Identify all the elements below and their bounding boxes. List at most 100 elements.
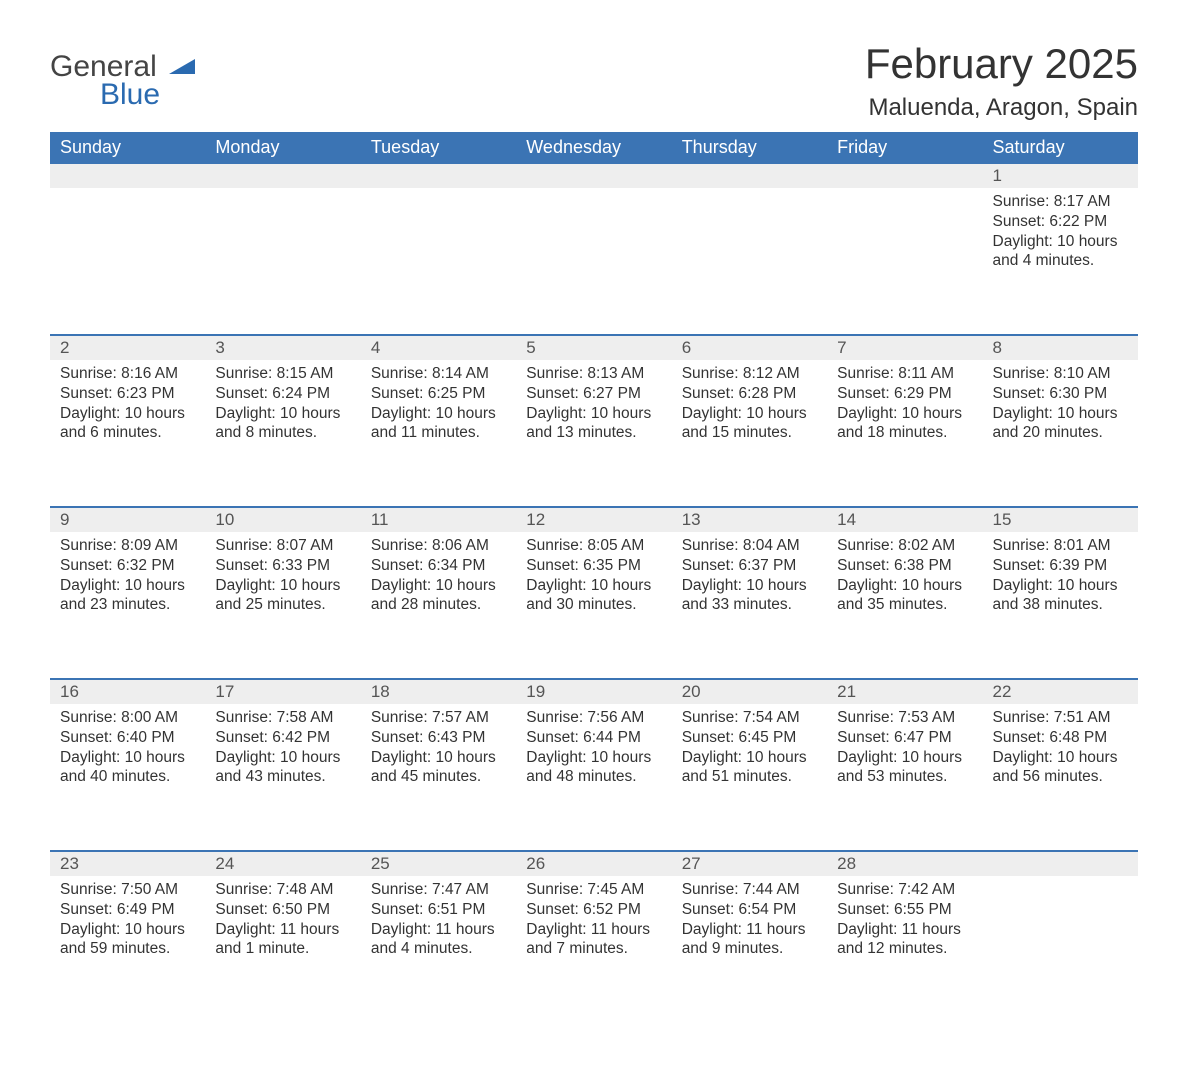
- day-content-cell: Sunrise: 7:54 AMSunset: 6:45 PMDaylight:…: [672, 704, 827, 851]
- day-number-cell: [50, 164, 205, 188]
- daylight-text: Daylight: 10 hours and 18 minutes.: [837, 404, 972, 444]
- day-number-cell: [983, 851, 1138, 876]
- sunset-text: Sunset: 6:30 PM: [993, 384, 1128, 404]
- day-content-cell: Sunrise: 7:51 AMSunset: 6:48 PMDaylight:…: [983, 704, 1138, 851]
- weekday-header-row: SundayMondayTuesdayWednesdayThursdayFrid…: [50, 132, 1138, 164]
- sunset-text: Sunset: 6:48 PM: [993, 728, 1128, 748]
- sunrise-text: Sunrise: 7:48 AM: [215, 880, 350, 900]
- sunrise-text: Sunrise: 8:01 AM: [993, 536, 1128, 556]
- day-number-cell: 12: [516, 507, 671, 532]
- day-number-cell: 3: [205, 335, 360, 360]
- day-number-cell: 28: [827, 851, 982, 876]
- sunset-text: Sunset: 6:27 PM: [526, 384, 661, 404]
- day-number-cell: 16: [50, 679, 205, 704]
- logo: General Blue: [50, 50, 199, 112]
- day-number-cell: 7: [827, 335, 982, 360]
- sunset-text: Sunset: 6:42 PM: [215, 728, 350, 748]
- day-content-cell: Sunrise: 8:05 AMSunset: 6:35 PMDaylight:…: [516, 532, 671, 679]
- daylight-text: Daylight: 10 hours and 15 minutes.: [682, 404, 817, 444]
- daylight-text: Daylight: 10 hours and 35 minutes.: [837, 576, 972, 616]
- day-content-row: Sunrise: 8:16 AMSunset: 6:23 PMDaylight:…: [50, 360, 1138, 507]
- daylight-text: Daylight: 11 hours and 1 minute.: [215, 920, 350, 960]
- daylight-text: Daylight: 10 hours and 45 minutes.: [371, 748, 506, 788]
- day-number-cell: 18: [361, 679, 516, 704]
- daylight-text: Daylight: 10 hours and 6 minutes.: [60, 404, 195, 444]
- day-content-cell: Sunrise: 7:53 AMSunset: 6:47 PMDaylight:…: [827, 704, 982, 851]
- daylight-text: Daylight: 10 hours and 13 minutes.: [526, 404, 661, 444]
- day-number-cell: 22: [983, 679, 1138, 704]
- day-content-cell: [672, 188, 827, 335]
- sunset-text: Sunset: 6:29 PM: [837, 384, 972, 404]
- sunrise-text: Sunrise: 8:10 AM: [993, 364, 1128, 384]
- day-number-cell: [205, 164, 360, 188]
- daylight-text: Daylight: 10 hours and 30 minutes.: [526, 576, 661, 616]
- sunset-text: Sunset: 6:40 PM: [60, 728, 195, 748]
- sunset-text: Sunset: 6:25 PM: [371, 384, 506, 404]
- day-content-cell: Sunrise: 8:13 AMSunset: 6:27 PMDaylight:…: [516, 360, 671, 507]
- day-number-cell: 15: [983, 507, 1138, 532]
- sunrise-text: Sunrise: 8:15 AM: [215, 364, 350, 384]
- weekday-header: Sunday: [50, 132, 205, 164]
- day-number-cell: 4: [361, 335, 516, 360]
- sunrise-text: Sunrise: 7:50 AM: [60, 880, 195, 900]
- sunrise-text: Sunrise: 7:44 AM: [682, 880, 817, 900]
- day-content-cell: Sunrise: 7:42 AMSunset: 6:55 PMDaylight:…: [827, 876, 982, 1022]
- day-number-cell: 24: [205, 851, 360, 876]
- day-content-row: Sunrise: 8:00 AMSunset: 6:40 PM Daylight:…: [50, 704, 1138, 851]
- sunrise-text: Sunrise: 8:06 AM: [371, 536, 506, 556]
- sunrise-text: Sunrise: 8:00 AM: [60, 708, 195, 728]
- day-number-cell: [672, 164, 827, 188]
- location-label: Maluenda, Aragon, Spain: [865, 94, 1138, 122]
- day-content-cell: Sunrise: 8:09 AMSunset: 6:32 PMDaylight:…: [50, 532, 205, 679]
- day-number-cell: 27: [672, 851, 827, 876]
- daylight-text: Daylight: 10 hours and 23 minutes.: [60, 576, 195, 616]
- sunset-text: Sunset: 6:34 PM: [371, 556, 506, 576]
- daylight-text: Daylight: 10 hours and 56 minutes.: [993, 748, 1128, 788]
- day-content-cell: [516, 188, 671, 335]
- day-content-cell: Sunrise: 7:58 AMSunset: 6:42 PMDaylight:…: [205, 704, 360, 851]
- day-number-cell: 19: [516, 679, 671, 704]
- day-content-cell: Sunrise: 8:01 AMSunset: 6:39 PMDaylight:…: [983, 532, 1138, 679]
- logo-flag-icon: [169, 56, 199, 76]
- calendar-table: SundayMondayTuesdayWednesdayThursdayFrid…: [50, 132, 1138, 1022]
- sunrise-text: Sunrise: 7:53 AM: [837, 708, 972, 728]
- weekday-header: Wednesday: [516, 132, 671, 164]
- day-number-cell: [827, 164, 982, 188]
- day-content-cell: Sunrise: 8:17 AMSunset: 6:22 PMDaylight:…: [983, 188, 1138, 335]
- day-content-cell: Sunrise: 8:04 AMSunset: 6:37 PMDaylight:…: [672, 532, 827, 679]
- daylight-text: Daylight: 10 hours and 53 minutes.: [837, 748, 972, 788]
- daylight-text: Daylight: 10 hours and 20 minutes.: [993, 404, 1128, 444]
- sunrise-text: Sunrise: 8:11 AM: [837, 364, 972, 384]
- day-number-row: 1: [50, 164, 1138, 188]
- daylight-text: Daylight: 10 hours and 4 minutes.: [993, 232, 1128, 272]
- day-content-cell: Sunrise: 8:15 AMSunset: 6:24 PMDaylight:…: [205, 360, 360, 507]
- day-number-cell: 23: [50, 851, 205, 876]
- calendar-page: General Blue February 2025 Maluenda, Ara…: [0, 0, 1188, 1072]
- day-content-cell: [827, 188, 982, 335]
- sunset-text: Sunset: 6:23 PM: [60, 384, 195, 404]
- sunset-text: Sunset: 6:47 PM: [837, 728, 972, 748]
- sunrise-text: Sunrise: 7:57 AM: [371, 708, 506, 728]
- day-number-cell: 14: [827, 507, 982, 532]
- daylight-text: Daylight: 10 hours and 11 minutes.: [371, 404, 506, 444]
- sunset-text: Sunset: 6:51 PM: [371, 900, 506, 920]
- sunrise-text: Sunrise: 8:13 AM: [526, 364, 661, 384]
- sunset-text: Sunset: 6:35 PM: [526, 556, 661, 576]
- weekday-header: Thursday: [672, 132, 827, 164]
- month-title: February 2025: [865, 40, 1138, 88]
- sunrise-text: Sunrise: 7:42 AM: [837, 880, 972, 900]
- day-number-cell: 13: [672, 507, 827, 532]
- day-content-cell: Sunrise: 8:14 AMSunset: 6:25 PMDaylight:…: [361, 360, 516, 507]
- day-number-cell: 20: [672, 679, 827, 704]
- sunrise-text: Sunrise: 8:17 AM: [993, 192, 1128, 212]
- sunrise-text: Sunrise: 7:56 AM: [526, 708, 661, 728]
- day-content-cell: Sunrise: 7:50 AMSunset: 6:49 PMDaylight:…: [50, 876, 205, 1022]
- sunrise-text: Sunrise: 8:16 AM: [60, 364, 195, 384]
- day-content-row: Sunrise: 8:17 AMSunset: 6:22 PMDaylight:…: [50, 188, 1138, 335]
- sunrise-text: Sunrise: 7:45 AM: [526, 880, 661, 900]
- sunrise-text: Sunrise: 8:04 AM: [682, 536, 817, 556]
- daylight-text: Daylight: 10 hours and 43 minutes.: [215, 748, 350, 788]
- day-number-cell: 9: [50, 507, 205, 532]
- day-content-cell: Sunrise: 7:57 AMSunset: 6:43 PMDaylight:…: [361, 704, 516, 851]
- sunset-text: Sunset: 6:52 PM: [526, 900, 661, 920]
